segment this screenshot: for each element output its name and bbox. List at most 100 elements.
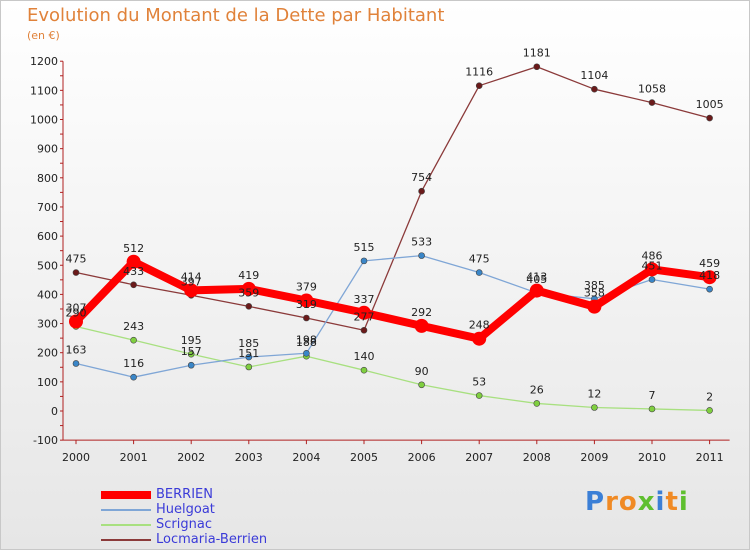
y-tick-label: 900 — [37, 143, 58, 156]
data-label: 512 — [123, 242, 144, 255]
data-point — [472, 331, 487, 346]
legend-swatch — [101, 509, 151, 511]
data-label: 419 — [238, 269, 259, 282]
data-point — [533, 63, 541, 71]
data-point — [245, 303, 253, 310]
data-point — [414, 318, 429, 333]
data-label: 397 — [181, 275, 202, 288]
data-label: 433 — [123, 265, 144, 278]
legend-label: Scrignac — [156, 517, 212, 532]
data-point — [591, 404, 598, 411]
data-label: 385 — [584, 279, 605, 292]
x-tick-label: 2002 — [177, 451, 205, 464]
data-point — [706, 285, 713, 293]
y-tick-label: 1100 — [30, 84, 58, 97]
y-tick-label: 500 — [37, 259, 58, 272]
logo-letter: x — [637, 487, 656, 517]
logo-letter: r — [605, 487, 619, 517]
legend-swatch — [101, 491, 151, 499]
x-tick-label: 2005 — [350, 451, 378, 464]
data-point — [475, 392, 483, 399]
data-point — [303, 349, 310, 357]
data-label: 12 — [587, 388, 601, 401]
chart-subtitle: (en €) — [27, 29, 60, 42]
data-label: 413 — [526, 271, 547, 284]
data-label: 90 — [415, 365, 429, 378]
data-label: 533 — [411, 236, 432, 249]
data-point — [299, 293, 314, 308]
data-label: 307 — [66, 302, 87, 315]
y-tick-label: -100 — [33, 434, 58, 447]
series-line-berrien — [73, 257, 711, 343]
data-point — [706, 114, 713, 122]
proxiti-logo: Proxiti — [585, 487, 689, 517]
data-point — [184, 283, 199, 298]
data-label: 163 — [66, 343, 87, 356]
data-label: 337 — [354, 293, 375, 306]
x-tick-label: 2000 — [62, 451, 90, 464]
logo-letter: i — [655, 487, 666, 517]
data-point — [645, 262, 659, 277]
data-point — [360, 326, 368, 334]
data-label: 359 — [238, 286, 259, 299]
y-tick-label: 300 — [37, 318, 58, 331]
data-label: 2 — [706, 390, 713, 403]
data-label: 358 — [584, 287, 605, 300]
series-line-locmaria-berrien — [75, 66, 710, 331]
data-label: 1104 — [580, 69, 608, 82]
x-tick-label: 2003 — [235, 451, 263, 464]
data-label: 248 — [469, 319, 490, 332]
data-point — [245, 363, 253, 371]
logo-letter: t — [665, 487, 679, 517]
data-point — [648, 405, 656, 413]
data-point — [72, 269, 80, 276]
data-point — [130, 336, 137, 344]
data-point — [130, 281, 137, 289]
data-label: 1181 — [523, 47, 551, 60]
data-label: 7 — [649, 389, 656, 402]
data-label: 188 — [296, 336, 317, 349]
logo-letter: P — [585, 487, 606, 517]
data-label: 414 — [181, 270, 202, 283]
data-point — [587, 299, 602, 314]
data-point — [475, 82, 483, 89]
y-tick-label: 700 — [37, 201, 58, 214]
data-point — [130, 373, 137, 381]
data-point — [706, 407, 713, 414]
data-label: 116 — [123, 357, 144, 370]
data-point — [360, 366, 368, 374]
data-point — [357, 305, 371, 320]
y-tick-label: 1200 — [30, 55, 58, 68]
x-tick-label: 2004 — [292, 451, 320, 464]
legend-label: Huelgoat — [156, 502, 215, 517]
data-point — [418, 187, 425, 195]
chart-title: Evolution du Montant de la Dette par Hab… — [27, 5, 445, 26]
data-point — [648, 276, 656, 283]
data-point — [303, 314, 310, 322]
data-label: 451 — [642, 260, 663, 273]
x-tick-label: 2010 — [638, 451, 666, 464]
y-tick-label: 100 — [37, 376, 58, 389]
x-tick-label: 2009 — [580, 451, 608, 464]
series-line-huelgoat — [75, 254, 710, 378]
y-tick-label: 400 — [37, 288, 58, 301]
y-tick-label: 1000 — [30, 114, 58, 127]
legend-swatch — [101, 524, 151, 526]
y-tick-label: 0 — [51, 405, 58, 418]
data-label: 459 — [699, 257, 720, 270]
data-point — [702, 270, 717, 285]
data-label: 515 — [354, 241, 375, 254]
series-line-scrignac — [75, 325, 710, 412]
legend-swatch — [101, 539, 151, 541]
data-label: 151 — [238, 347, 259, 360]
data-label: 418 — [699, 269, 720, 282]
data-point — [187, 361, 195, 369]
x-tick-label: 2001 — [120, 451, 148, 464]
y-tick-label: 600 — [37, 230, 58, 243]
data-point — [245, 353, 253, 361]
data-label: 195 — [181, 334, 202, 347]
data-label: 475 — [66, 253, 87, 266]
data-point — [69, 314, 83, 329]
